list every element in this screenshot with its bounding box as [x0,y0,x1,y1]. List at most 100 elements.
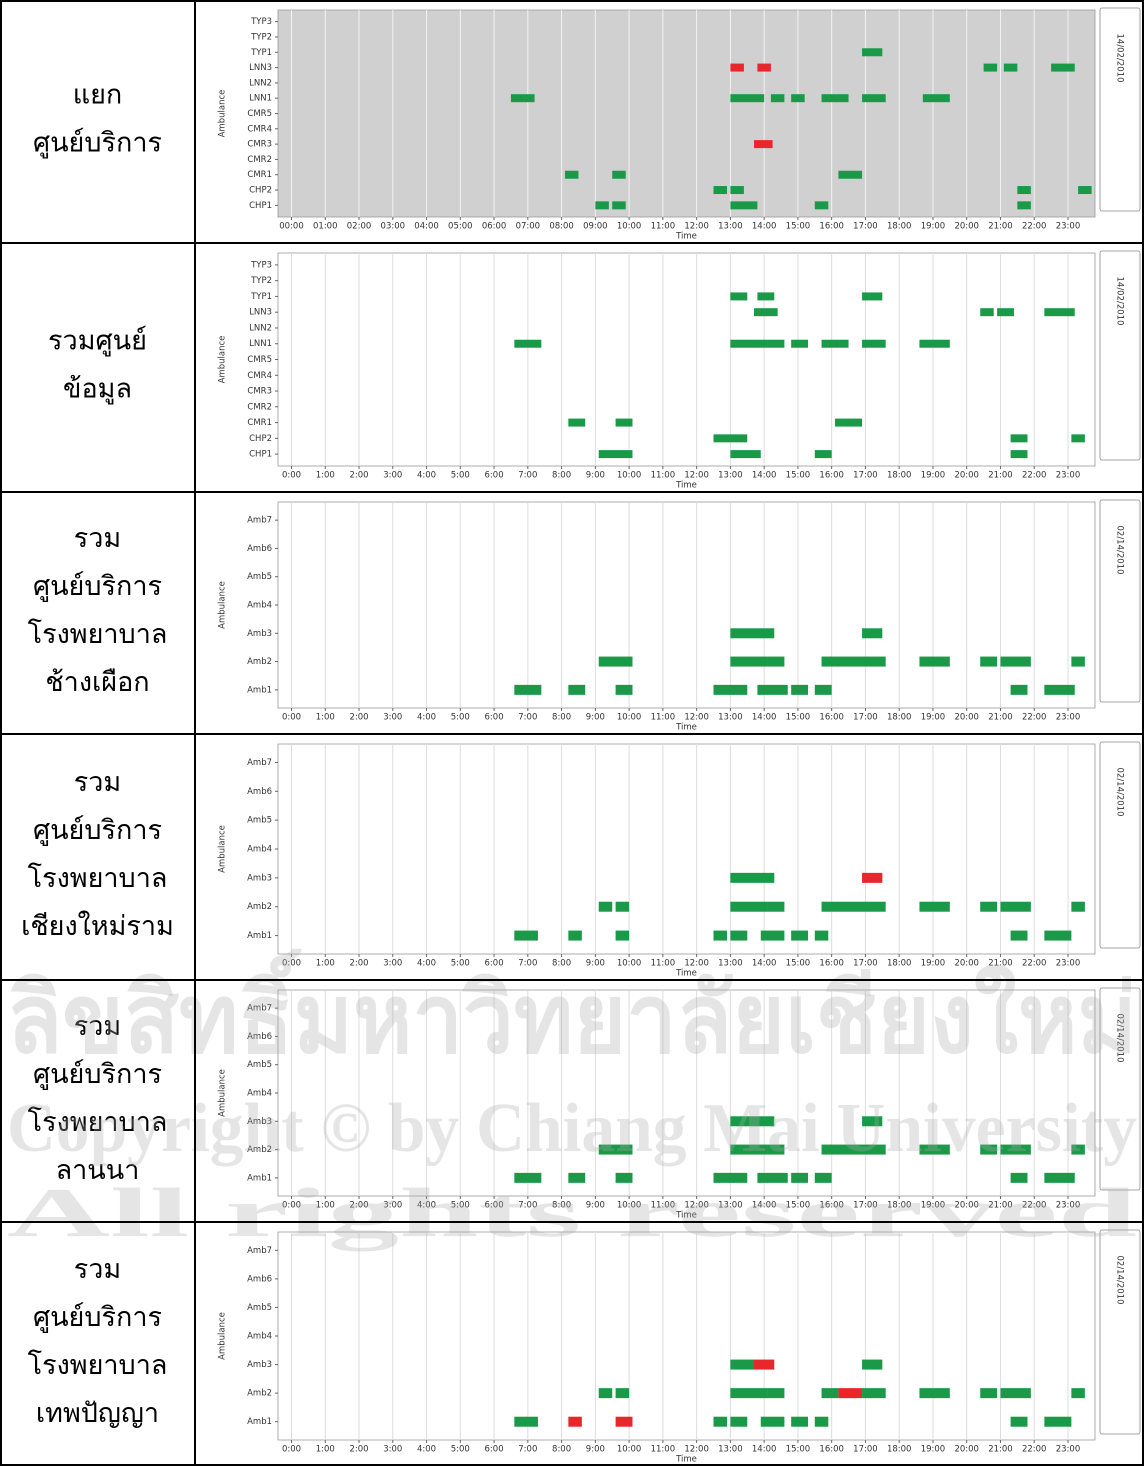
trip-bar [1003,63,1018,72]
x-tick-label: 6:00 [485,1445,504,1455]
watermark: Copyright © by Chiang Mai University [7,1090,1137,1167]
x-tick-label: 22:00 [1022,222,1047,232]
x-tick-label: 3:00 [383,1201,402,1211]
trip-bar [983,63,998,72]
trip-bar [713,186,728,195]
lane-label: CMR1 [247,170,272,180]
x-tick-label: 15:00 [786,959,811,969]
lane-label: LNN3 [249,63,272,73]
lane-label: Amb7 [247,516,272,526]
date-label: 02/14/2010 [1115,526,1125,575]
x-tick-label: 0:00 [282,471,301,481]
trip-bar [791,1172,809,1183]
x-tick-label: 3:00 [383,1445,402,1455]
trip-bar [1071,1144,1085,1155]
trip-bar [919,339,950,348]
trip-bar [713,434,748,443]
trip-bar [1010,684,1028,695]
trip-bar [1017,186,1031,195]
lane-label: Amb1 [247,1173,272,1183]
trip-bar [791,1416,809,1427]
x-tick-label: 23:00 [1056,1445,1081,1455]
x-tick-label: 10:00 [617,1201,642,1211]
x-tick-label: 12:00 [684,713,709,723]
trip-bar [980,1144,998,1155]
x-tick-label: 5:00 [451,1201,470,1211]
trip-bar [760,930,785,941]
trip-bar [514,1172,542,1183]
y-axis-title: Ambulance [218,90,228,138]
x-tick-label: 19:00 [921,959,946,969]
date-box [1099,250,1141,461]
row-label: โรงพยาบาล [28,863,168,893]
trip-bar [862,628,883,639]
date-box [1099,987,1141,1191]
trip-bar [814,930,829,941]
x-tick-label: 7:00 [518,471,537,481]
plot-area [277,1231,1096,1441]
lane-label: Amb5 [247,1060,272,1070]
trip-bar [835,418,863,427]
trip-bar [770,94,785,103]
x-tick-label: 2:00 [349,1201,368,1211]
x-tick-label: 21:00 [988,222,1013,232]
x-tick-label: 0:00 [282,713,301,723]
x-tick-label: 16:00 [819,1201,844,1211]
lane-label: CMR4 [247,124,272,134]
trip-bar [821,1144,886,1155]
lane-label: Amb2 [247,1145,272,1155]
lane-label: Amb7 [247,1004,272,1014]
trip-bar [1071,434,1085,443]
x-tick-label: 13:00 [718,959,743,969]
row-label: ศูนย์บริการ [33,1301,162,1333]
trip-bar [997,308,1014,317]
lane-label: TYP2 [250,276,272,286]
x-tick-label: 17:00 [853,471,878,481]
trip-bar [713,1416,728,1427]
trip-bar [814,1416,829,1427]
date-label: 14/02/2010 [1115,34,1125,83]
trip-bar [1051,63,1075,72]
x-tick-label: 08:00 [549,222,574,232]
row-label: ลานนา [56,1155,140,1185]
x-tick-label: 18:00 [887,1201,912,1211]
x-tick-label: 10:00 [617,959,642,969]
x-tick-label: 7:00 [518,959,537,969]
lane-label: Amb1 [247,685,272,695]
lane-label: TYP3 [250,260,272,270]
trip-bar [1044,308,1075,317]
lane-label: Amb6 [247,1032,272,1042]
trip-bar [791,930,809,941]
x-tick-label: 17:00 [853,1445,878,1455]
x-tick-label: 22:00 [1022,471,1047,481]
trip-bar [1000,1388,1031,1399]
x-tick-label: 17:00 [853,959,878,969]
row-label: ศูนย์บริการ [33,814,162,846]
trip-bar [980,656,998,667]
x-tick-label: 19:00 [921,713,946,723]
x-tick-label: 2:00 [349,713,368,723]
x-tick-label: 15:00 [786,713,811,723]
x-tick-label: 10:00 [617,1445,642,1455]
trip-bar [1000,1144,1031,1155]
lane-label: CHP1 [249,450,272,460]
lane-label: Amb6 [247,1274,272,1284]
x-tick-label: 4:00 [417,713,436,723]
lane-label: Amb5 [247,1303,272,1313]
trip-bar [514,339,542,348]
trip-bar [730,1416,748,1427]
plot-area [277,989,1096,1197]
trip-bar [713,684,748,695]
x-tick-label: 10:00 [617,713,642,723]
lane-label: Amb7 [247,1246,272,1256]
trip-bar [615,930,630,941]
lane-label: CMR5 [247,109,272,119]
x-tick-label: 1:00 [316,713,335,723]
x-tick-label: 14:00 [752,222,777,232]
x-tick-label: 13:00 [718,222,743,232]
lane-label: LNN1 [249,94,272,104]
trip-bar [862,48,883,57]
x-tick-label: 18:00 [887,959,912,969]
x-tick-label: 20:00 [954,222,979,232]
trip-bar [568,930,582,941]
